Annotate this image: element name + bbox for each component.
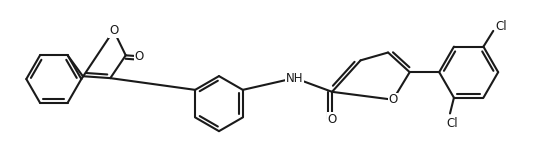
Text: O: O <box>389 93 397 106</box>
Text: Cl: Cl <box>495 20 507 33</box>
Text: Cl: Cl <box>446 117 458 130</box>
Text: NH: NH <box>286 72 304 85</box>
Text: O: O <box>109 24 118 37</box>
Text: O: O <box>135 50 144 63</box>
Text: O: O <box>327 113 337 126</box>
